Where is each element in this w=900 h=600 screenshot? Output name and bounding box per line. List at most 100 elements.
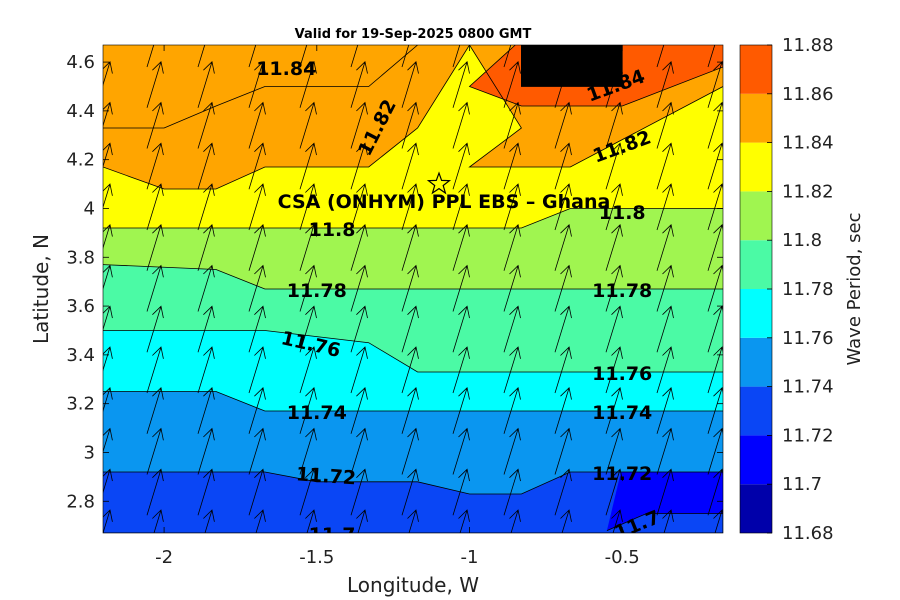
vector-arrow (146, 305, 164, 353)
vector-arrow (707, 427, 723, 475)
vector-arrow (503, 224, 521, 271)
contour-label: 11.7 (309, 524, 356, 546)
contour-label: 11.72 (295, 463, 356, 489)
vector-arrow (605, 61, 623, 108)
vector-arrow (656, 142, 674, 190)
vector-arrow (605, 101, 623, 149)
contour-line-3 (103, 330, 723, 373)
vector-arrow (656, 468, 674, 516)
colorbar-tick-label: 11.88 (782, 35, 834, 56)
vector-arrow (707, 142, 723, 190)
vector-arrow (203, 509, 215, 533)
vector-arrow (401, 45, 410, 68)
vector-arrow (305, 509, 317, 533)
vector-arrow (707, 224, 723, 271)
vector-arrow (197, 183, 215, 231)
vector-arrow (299, 264, 317, 312)
vector-arrow (146, 61, 164, 108)
vector-arrow (452, 387, 470, 434)
colorbar-tick-label: 11.68 (782, 523, 834, 544)
vector-arrow (299, 45, 308, 68)
plot-frame (102, 44, 724, 534)
vector-arrow (656, 45, 665, 68)
vector-arrow (560, 509, 572, 533)
vector-arrow (299, 142, 317, 190)
colorbar-tick-label: 11.7 (782, 474, 822, 495)
band-top-left-11-84 (103, 45, 418, 128)
vector-arrow (350, 427, 368, 475)
colorbar-band (740, 289, 772, 338)
colorbar-tick-label: 11.78 (782, 279, 834, 300)
vector-arrow (103, 183, 113, 209)
vector-arrow (248, 183, 266, 231)
vector-arrow (248, 101, 266, 149)
contour-label: 11.74 (592, 402, 652, 424)
vector-arrow (197, 346, 215, 394)
vector-arrow (503, 45, 512, 68)
vector-arrow (452, 224, 470, 271)
y-tick-label: 4.6 (66, 52, 95, 73)
vector-arrow (299, 468, 317, 516)
vector-arrow (197, 61, 215, 108)
vector-arrow (248, 61, 266, 108)
vector-arrow (248, 142, 266, 190)
vector-arrow (146, 346, 164, 394)
vector-arrow (554, 101, 572, 149)
vector-arrow (554, 468, 572, 516)
vector-arrow (350, 468, 368, 516)
site-layer: CSA (ONHYM) PPL EBS – Ghana (278, 171, 610, 213)
vector-arrow (707, 387, 723, 434)
colorbar-tick-label: 11.82 (782, 181, 834, 202)
x-tick-label: -1 (461, 547, 479, 568)
contour-label: 11.74 (287, 402, 347, 424)
vector-arrow (146, 101, 164, 149)
vector-arrow (503, 427, 521, 475)
vector-arrow (554, 45, 563, 68)
vector-arrow (248, 305, 266, 353)
vector-arrow (452, 468, 470, 516)
colorbar-band (740, 45, 772, 94)
vector-arrow (350, 224, 368, 271)
vector-arrow (554, 61, 572, 108)
vector-arrow (503, 468, 521, 516)
vector-arrow (103, 427, 113, 453)
vector-arrow (401, 224, 419, 271)
contour-line-6 (103, 45, 723, 190)
wave-direction-vectors (103, 45, 723, 533)
vector-arrow (299, 61, 317, 108)
vector-arrow (197, 427, 215, 475)
vector-arrow (503, 142, 521, 190)
vector-arrow (605, 264, 623, 312)
vector-arrow (656, 224, 674, 271)
vector-arrow (103, 224, 113, 250)
vector-arrow (605, 427, 623, 475)
vector-arrow (350, 387, 368, 434)
vector-arrow (401, 101, 419, 149)
vector-arrow (103, 305, 113, 331)
vector-arrow (605, 305, 623, 353)
vector-arrow (458, 509, 470, 533)
vector-arrow (656, 427, 674, 475)
colorbar-tick-label: 11.76 (782, 328, 834, 349)
vector-arrow (401, 305, 419, 353)
y-tick-label: 3.6 (66, 296, 95, 317)
vector-arrow (656, 183, 674, 231)
band-above-11-86 (521, 45, 623, 87)
vector-arrow (146, 142, 164, 190)
vector-arrow (254, 509, 266, 533)
vector-arrow (452, 45, 461, 68)
contour-label: 11.84 (256, 58, 316, 80)
vector-arrow (656, 305, 674, 353)
chart-title: Valid for 19-Sep-2025 0800 GMT (295, 27, 532, 42)
colorbar-band (740, 484, 772, 533)
contour-label: 11.78 (287, 280, 347, 302)
vector-arrow (656, 61, 674, 108)
vector-arrow (146, 264, 164, 312)
vector-arrow (554, 427, 572, 475)
vector-arrow (197, 45, 206, 68)
vector-arrow (605, 142, 623, 190)
vector-arrow (197, 264, 215, 312)
vector-arrow (146, 427, 164, 475)
